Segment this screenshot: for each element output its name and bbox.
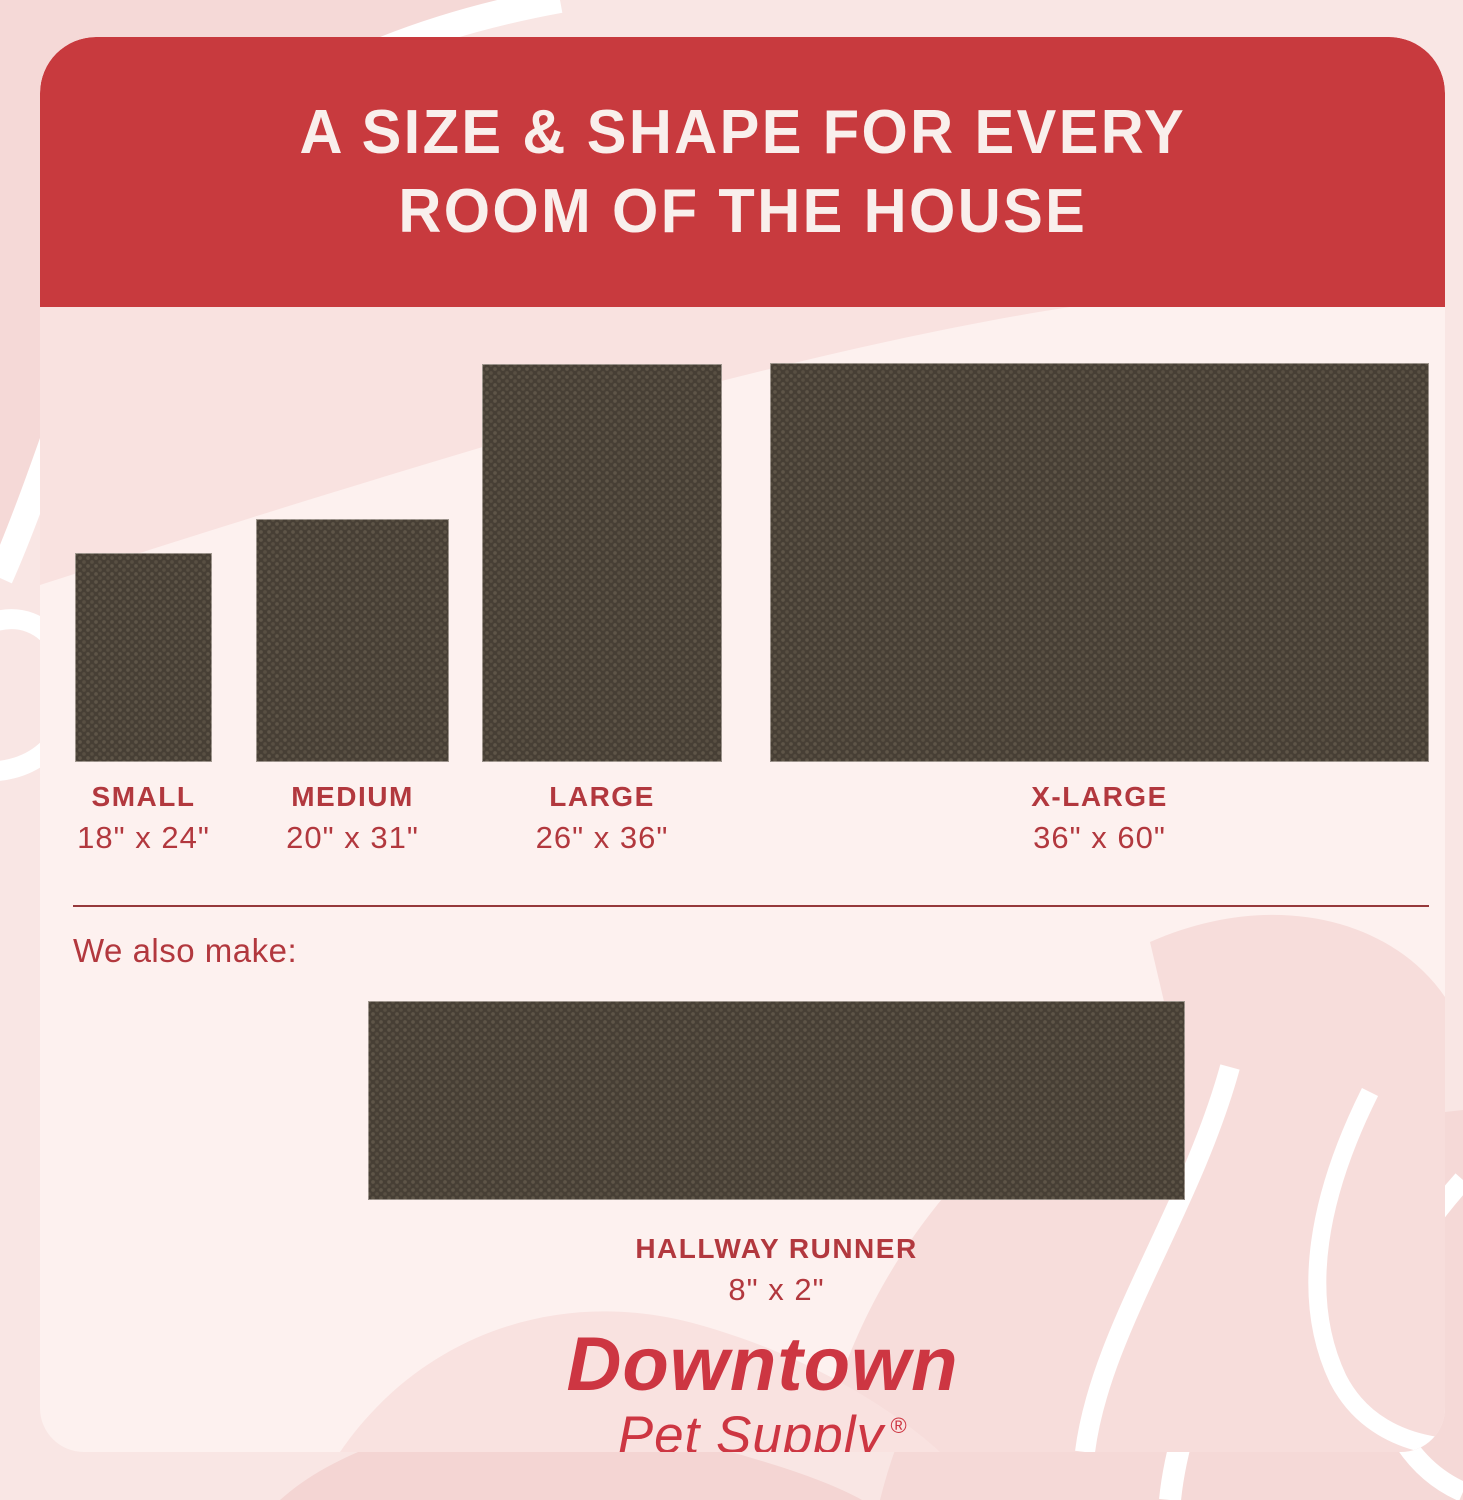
size-label-large: LARGE 26" x 36" — [447, 781, 757, 856]
page-title-line2: ROOM OF THE HOUSE — [398, 177, 1087, 246]
rug-swatch-large — [482, 364, 722, 762]
brand-logo: Downtown Pet Supply ® — [60, 1322, 1445, 1453]
registered-trademark-symbol: ® — [890, 1413, 908, 1438]
header-banner: A SIZE & SHAPE FOR EVERY ROOM OF THE HOU… — [40, 37, 1445, 307]
size-name: LARGE — [549, 781, 655, 812]
rug-swatch-xlarge — [770, 363, 1429, 762]
size-dimensions: 8" x 2" — [728, 1272, 825, 1307]
divider-line — [73, 905, 1429, 907]
size-label-medium: MEDIUM 20" x 31" — [221, 781, 484, 856]
rug-swatch-small — [75, 553, 212, 762]
size-name: SMALL — [91, 781, 196, 812]
size-dimensions: 20" x 31" — [286, 820, 419, 855]
size-name: HALLWAY RUNNER — [635, 1233, 918, 1264]
also-make-note: We also make: — [73, 932, 298, 969]
size-name: MEDIUM — [291, 781, 414, 812]
size-label-xlarge: X-LARGE 36" x 60" — [735, 781, 1445, 856]
brand-subtitle-text: Pet Supply — [617, 1406, 885, 1452]
brand-subtitle: Pet Supply ® — [60, 1405, 1445, 1452]
rug-swatch-medium — [256, 519, 449, 762]
size-dimensions: 36" x 60" — [1033, 820, 1166, 855]
rug-swatch-hallway-runner — [368, 1001, 1185, 1200]
size-dimensions: 18" x 24" — [77, 820, 210, 855]
size-label-hallway-runner: HALLWAY RUNNER 8" x 2" — [368, 1233, 1185, 1308]
card-decoration — [40, 307, 1445, 1452]
size-dimensions: 26" x 36" — [535, 820, 669, 855]
page-title-line1: A SIZE & SHAPE FOR EVERY — [299, 97, 1186, 167]
size-name: X-LARGE — [1031, 781, 1168, 812]
brand-name: Downtown — [566, 1322, 959, 1407]
size-label-small: SMALL 18" x 24" — [40, 781, 247, 856]
content-card: A SIZE & SHAPE FOR EVERY ROOM OF THE HOU… — [40, 37, 1445, 1452]
